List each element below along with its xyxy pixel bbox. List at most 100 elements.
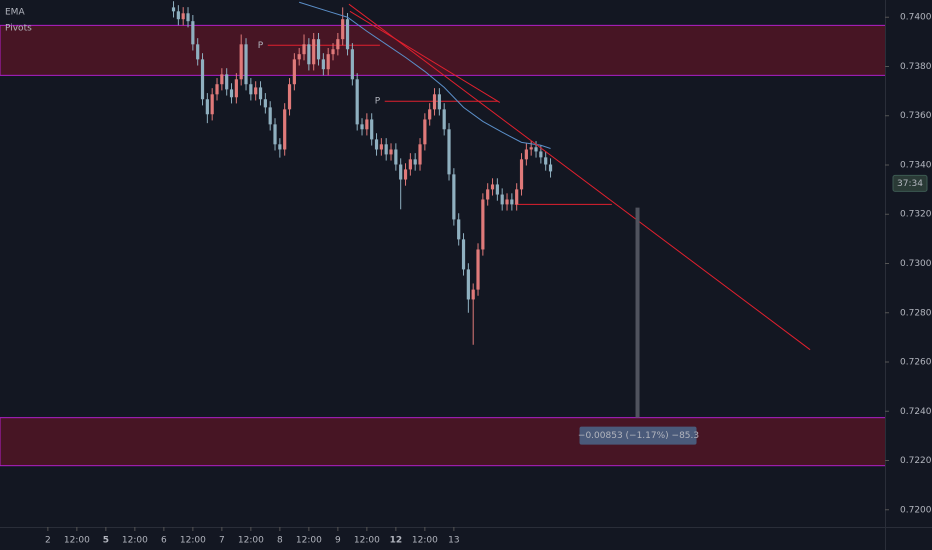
candle-body <box>428 109 432 120</box>
candle-body <box>466 269 470 300</box>
candle-body <box>273 124 277 145</box>
candle-body <box>331 49 335 55</box>
legend-item: EMA <box>5 8 25 18</box>
candle-body <box>384 144 388 155</box>
candle-body <box>486 189 490 200</box>
x-tick-label: 5 <box>103 536 109 546</box>
plot-area: PP <box>0 1 885 467</box>
pivot-label: P <box>375 97 381 107</box>
x-tick-label: 9 <box>335 536 341 546</box>
candle-body <box>519 159 524 190</box>
candle-body <box>312 39 316 65</box>
ema-line <box>299 1 551 149</box>
x-tick-label: 2 <box>45 536 51 546</box>
candle-body <box>432 94 437 110</box>
candle-body <box>413 159 417 165</box>
candle-body <box>229 89 234 98</box>
candle-body <box>171 7 176 12</box>
candle-body <box>249 84 253 95</box>
x-tick-label: 6 <box>161 536 167 546</box>
candle-body <box>481 199 485 250</box>
candle-body <box>360 124 364 130</box>
candle-body <box>394 149 398 165</box>
candle-body <box>307 44 311 65</box>
candle-body <box>365 119 369 130</box>
candle-body <box>461 239 466 270</box>
candle-body <box>254 87 258 95</box>
candle-body <box>287 84 292 110</box>
candle-body <box>529 147 533 150</box>
x-tick-label: 7 <box>219 536 225 546</box>
legend-item: Pivots <box>5 24 32 34</box>
candle-body <box>457 219 461 240</box>
x-tick-label: 12:00 <box>238 536 264 546</box>
candle-body <box>239 44 243 80</box>
pivot-label: P <box>258 41 264 51</box>
candle-body <box>437 94 441 110</box>
candle-body <box>476 249 480 290</box>
candle-body <box>471 289 475 300</box>
x-tick-label: 12:00 <box>122 536 148 546</box>
candle-body <box>379 144 383 150</box>
candle-body <box>225 74 229 90</box>
trend-line <box>348 3 811 351</box>
candle-body <box>345 19 350 50</box>
zone <box>0 417 885 467</box>
x-tick-label: 8 <box>277 536 283 546</box>
candle-body <box>336 39 340 50</box>
candle-body <box>403 169 408 180</box>
measure-label-box <box>579 426 697 445</box>
candle-body <box>389 149 393 155</box>
x-tick-label: 12:00 <box>180 536 206 546</box>
candle-body <box>215 84 219 95</box>
candle-body <box>355 79 359 125</box>
candle-body <box>524 149 528 160</box>
candle-body <box>292 59 296 85</box>
candle-body <box>505 199 509 205</box>
candle-body <box>350 49 354 80</box>
x-tick-label: 12:00 <box>64 536 90 546</box>
candle-body <box>452 174 456 220</box>
candle-body <box>263 99 267 108</box>
candle-body <box>515 189 519 205</box>
candle-body <box>283 109 287 150</box>
candle-body <box>196 44 200 60</box>
candle-body <box>205 99 209 115</box>
x-tick-label: 13 <box>448 536 459 546</box>
candle-body <box>220 74 224 85</box>
candle-body <box>544 157 548 165</box>
candle-body <box>181 13 185 20</box>
candle-body <box>278 144 282 150</box>
candle-body <box>321 59 325 70</box>
candle-body <box>399 164 403 180</box>
x-tick-label: 12 <box>390 536 403 546</box>
candle-body <box>490 184 495 190</box>
candle-body <box>408 159 412 170</box>
candle-body <box>268 107 272 125</box>
candle-body <box>539 151 543 158</box>
candle-body <box>234 79 238 98</box>
candle-body <box>341 19 345 40</box>
candle-body <box>495 184 499 195</box>
candle-body <box>370 119 374 140</box>
candle-body <box>500 194 504 205</box>
candle-body <box>200 59 205 100</box>
candle-body <box>210 94 214 115</box>
price-tag <box>892 174 928 192</box>
candle-body <box>316 39 321 60</box>
candle-body <box>442 109 446 130</box>
candle-body <box>510 199 514 205</box>
zone <box>0 24 885 76</box>
candle-body <box>423 119 427 145</box>
